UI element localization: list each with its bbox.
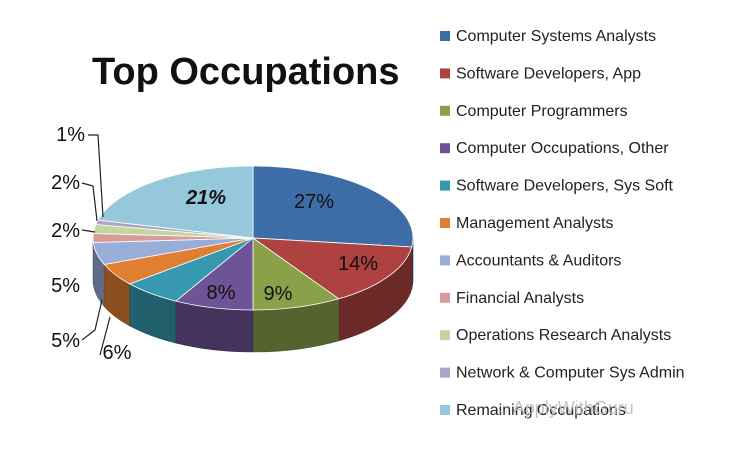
legend-swatch-financial-analysts (440, 292, 450, 303)
slice-computer-programmers (252, 237, 340, 311)
legend-label-computer-occupations-other: Computer Occupations, Other (456, 140, 669, 157)
legend-swatch-computer-programmers (440, 105, 450, 116)
legend-swatch-computer-systems-analysts (440, 31, 450, 41)
legend-label-remaining-occupations: Remaining Occupations (456, 402, 626, 419)
watermark: ◌ ApplyWithGuru (498, 398, 634, 419)
legend-swatch-management-analysts (440, 218, 450, 228)
legend-label-software-developers-app: Software Developers, App (456, 65, 641, 82)
slice-label-operations-research-analysts: 2% (51, 172, 80, 194)
legend-label-financial-analysts: Financial Analysts (456, 290, 584, 307)
slice-computer-systems-analysts (252, 165, 414, 248)
slice-label-computer-programmers: 9% (264, 283, 293, 305)
leader-line-network-computer-sys-admin (88, 134, 104, 218)
slice-label-software-developers-app: 14% (338, 253, 378, 275)
leader-line-management-analysts (81, 299, 103, 341)
slice-software-developers-app (251, 237, 413, 300)
legend-label-operations-research-analysts: Operations Research Analysts (456, 327, 671, 344)
leader-line-software-developers-sys-soft (99, 316, 111, 356)
legend: Computer Systems Analysts Software Develo… (440, 28, 685, 419)
slice-label-remaining-occupations: 21% (185, 187, 226, 209)
legend-swatch-network-computer-sys-admin (440, 367, 450, 378)
legend-swatch-remaining-occupations (440, 405, 450, 415)
legend-swatch-computer-occupations-other (440, 143, 450, 154)
watermark-text: ApplyWithGuru (512, 398, 634, 418)
legend-label-management-analysts: Management Analysts (456, 215, 613, 232)
legend-label-computer-systems-analysts: Computer Systems Analysts (456, 28, 656, 45)
legend-label-computer-programmers: Computer Programmers (456, 103, 628, 120)
slice-labels: 27% 14% 9% 8% 6% 5% 5% 2% 2% 1% 21% (51, 124, 378, 364)
slice-label-computer-occupations-other: 8% (207, 282, 236, 304)
legend-label-network-computer-sys-admin: Network & Computer Sys Admin (456, 365, 685, 382)
slice-label-management-analysts: 5% (51, 330, 80, 352)
slice-label-computer-systems-analysts: 27% (294, 191, 334, 213)
chat-bubble-icon: ◌ (498, 398, 509, 418)
legend-swatch-software-developers-app (440, 68, 450, 79)
legend-label-accountants-auditors: Accountants & Auditors (456, 252, 621, 269)
leader-line-operations-research-analysts (81, 182, 98, 222)
leader-line-financial-analysts (81, 229, 96, 233)
pie-slices (92, 165, 414, 353)
slice-label-network-computer-sys-admin: 1% (56, 124, 85, 146)
legend-swatch-operations-research-analysts (440, 330, 450, 341)
slice-label-financial-analysts: 2% (51, 220, 80, 242)
chart-title: Top Occupations (92, 51, 400, 93)
slice-label-accountants-auditors: 5% (51, 275, 80, 297)
legend-swatch-accountants-auditors (440, 255, 450, 266)
legend-swatch-software-developers-sys-soft (440, 180, 450, 191)
legend-label-software-developers-sys-soft: Software Developers, Sys Soft (456, 178, 674, 195)
slice-remaining-occupations (97, 165, 254, 239)
slice-label-software-developers-sys-soft: 6% (103, 342, 132, 364)
